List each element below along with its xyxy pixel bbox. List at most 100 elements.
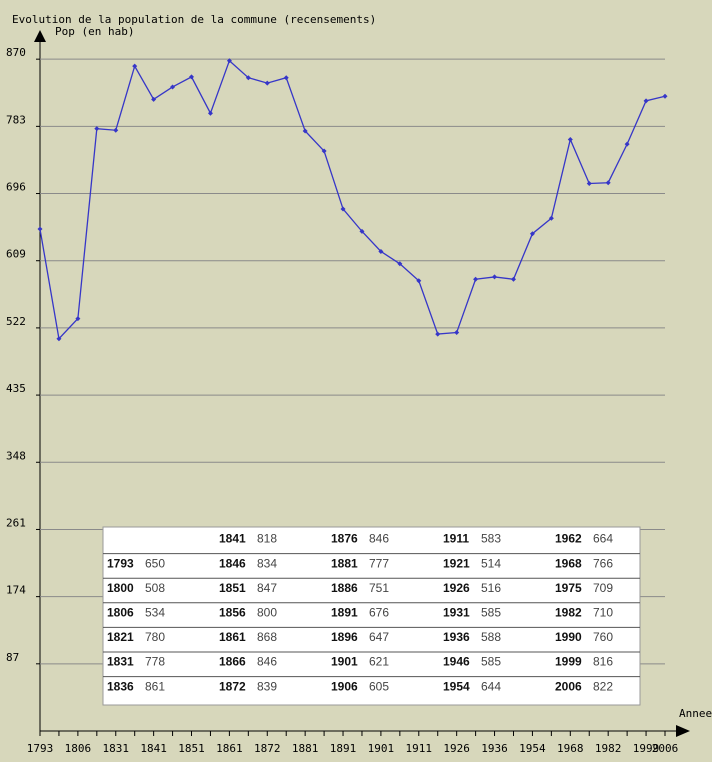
table-value: 621 bbox=[369, 655, 389, 669]
table-value: 508 bbox=[145, 581, 165, 595]
x-tick-label: 2006 bbox=[652, 742, 679, 755]
table-year: 1906 bbox=[331, 679, 358, 693]
data-point bbox=[56, 336, 62, 342]
y-tick-label: 783 bbox=[6, 113, 26, 126]
table-value: 644 bbox=[481, 679, 501, 693]
table-value: 605 bbox=[369, 679, 389, 693]
data-point bbox=[94, 126, 100, 132]
table-value: 846 bbox=[257, 655, 277, 669]
table-year: 1793 bbox=[107, 556, 134, 570]
table-year: 1936 bbox=[443, 630, 470, 644]
table-year: 1836 bbox=[107, 679, 134, 693]
table-value: 664 bbox=[593, 532, 613, 546]
table-value: 839 bbox=[257, 679, 277, 693]
chart-title: Evolution de la population de la commune… bbox=[12, 13, 376, 26]
table-value: 585 bbox=[481, 605, 501, 619]
x-axis-label: Annee bbox=[679, 707, 712, 720]
x-tick-label: 1793 bbox=[27, 742, 54, 755]
table-year: 1954 bbox=[443, 679, 470, 693]
x-tick-label: 1911 bbox=[406, 742, 433, 755]
data-point bbox=[340, 206, 346, 212]
table-year: 1946 bbox=[443, 655, 470, 669]
table-year: 1841 bbox=[219, 532, 246, 546]
data-point bbox=[662, 93, 668, 99]
data-table bbox=[102, 526, 641, 706]
table-value: 585 bbox=[481, 655, 501, 669]
table-year: 1921 bbox=[443, 556, 470, 570]
y-tick-label: 870 bbox=[6, 46, 26, 59]
table-year: 1806 bbox=[107, 605, 134, 619]
x-tick-label: 1881 bbox=[292, 742, 319, 755]
x-tick-label: 1901 bbox=[368, 742, 395, 755]
table-year: 1861 bbox=[219, 630, 246, 644]
data-point bbox=[321, 148, 327, 154]
data-point bbox=[510, 276, 516, 282]
data-point bbox=[567, 136, 573, 142]
x-tick-label: 1999 bbox=[633, 742, 660, 755]
data-point bbox=[643, 98, 649, 104]
table-year: 1846 bbox=[219, 556, 246, 570]
data-point bbox=[245, 75, 251, 81]
data-point bbox=[170, 84, 176, 90]
table-value: 650 bbox=[145, 556, 165, 570]
table-year: 1866 bbox=[219, 655, 246, 669]
table-value: 847 bbox=[257, 581, 277, 595]
data-point bbox=[586, 180, 592, 186]
y-tick-label: 261 bbox=[6, 516, 26, 529]
data-point bbox=[548, 215, 554, 221]
data-point bbox=[302, 128, 308, 134]
table-year: 1800 bbox=[107, 581, 134, 595]
table-value: 676 bbox=[369, 605, 389, 619]
table-year: 1982 bbox=[555, 605, 582, 619]
table-value: 780 bbox=[145, 630, 165, 644]
x-tick-label: 1954 bbox=[519, 742, 546, 755]
table-year: 1926 bbox=[443, 581, 470, 595]
y-tick-label: 609 bbox=[6, 248, 26, 261]
data-point bbox=[359, 228, 365, 234]
table-year: 1999 bbox=[555, 655, 582, 669]
data-point bbox=[207, 110, 213, 116]
table-year: 1876 bbox=[331, 532, 358, 546]
y-tick-label: 696 bbox=[6, 181, 26, 194]
series-line bbox=[39, 59, 666, 341]
data-point bbox=[624, 141, 630, 147]
table-value: 583 bbox=[481, 532, 501, 546]
data-point bbox=[492, 274, 498, 280]
x-tick-label: 1861 bbox=[216, 742, 243, 755]
y-tick-label: 174 bbox=[6, 584, 26, 597]
y-axis-label: Pop (en hab) bbox=[55, 25, 134, 38]
data-point bbox=[283, 75, 289, 81]
data-point bbox=[37, 226, 43, 232]
table-value: 868 bbox=[257, 630, 277, 644]
data-point bbox=[454, 330, 460, 336]
y-axis-arrow bbox=[34, 30, 46, 42]
table-year: 1990 bbox=[555, 630, 582, 644]
table-year: 1891 bbox=[331, 605, 358, 619]
data-point bbox=[132, 63, 138, 69]
y-tick-label: 435 bbox=[6, 382, 26, 395]
x-tick-label: 1806 bbox=[65, 742, 92, 755]
table-year: 2006 bbox=[555, 679, 582, 693]
table-value: 709 bbox=[593, 581, 613, 595]
data-point bbox=[416, 278, 422, 284]
table-value: 834 bbox=[257, 556, 277, 570]
y-tick-label: 522 bbox=[6, 315, 26, 328]
table-year: 1931 bbox=[443, 605, 470, 619]
x-tick-label: 1841 bbox=[140, 742, 167, 755]
table-value: 778 bbox=[145, 655, 165, 669]
data-point bbox=[75, 316, 81, 322]
table-year: 1962 bbox=[555, 532, 582, 546]
table-year: 1968 bbox=[555, 556, 582, 570]
table-year: 1821 bbox=[107, 630, 134, 644]
table-year: 1856 bbox=[219, 605, 246, 619]
x-tick-label: 1936 bbox=[481, 742, 508, 755]
table-value: 800 bbox=[257, 605, 277, 619]
table-year: 1881 bbox=[331, 556, 358, 570]
table-year: 1851 bbox=[219, 581, 246, 595]
y-tick-label: 87 bbox=[6, 651, 19, 664]
table-value: 751 bbox=[369, 581, 389, 595]
table-value: 777 bbox=[369, 556, 389, 570]
table-value: 647 bbox=[369, 630, 389, 644]
table-year: 1911 bbox=[443, 532, 469, 546]
